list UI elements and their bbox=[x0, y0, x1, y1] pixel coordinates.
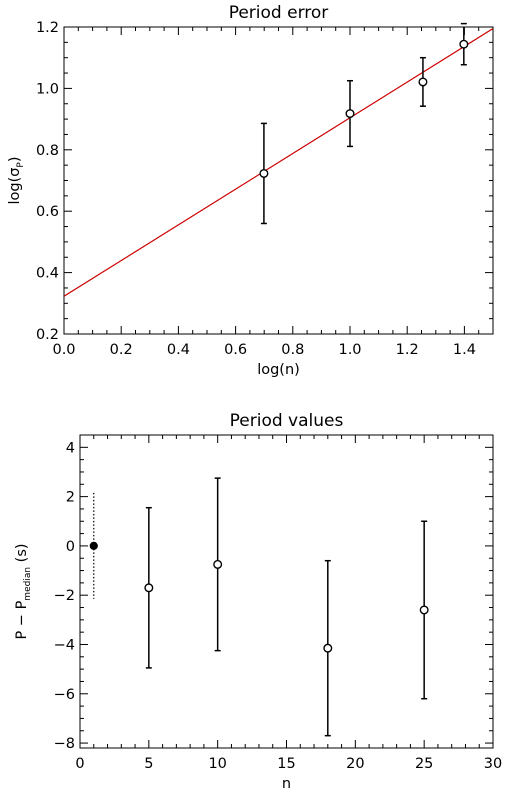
data-point bbox=[418, 77, 428, 87]
x-tick-label: 0 bbox=[75, 756, 84, 772]
y-axis-label: log(σP) bbox=[7, 156, 26, 204]
x-tick-label: 10 bbox=[208, 756, 226, 772]
y-axis-label-main: P − P bbox=[14, 600, 30, 639]
x-tick-label: 0.0 bbox=[52, 342, 75, 358]
chart-title: Period values bbox=[230, 411, 344, 431]
y-tick-label: −6 bbox=[54, 687, 75, 703]
x-tick-label: 1.2 bbox=[396, 342, 419, 358]
x-tick-label: 1.4 bbox=[453, 342, 476, 358]
x-tick-label: 0.4 bbox=[167, 342, 190, 358]
y-axis-label-main: log(σ bbox=[7, 168, 23, 205]
data-point bbox=[323, 643, 333, 653]
data-point bbox=[459, 39, 469, 49]
data-point bbox=[419, 605, 429, 615]
data-point bbox=[259, 168, 269, 178]
x-tick-label: 5 bbox=[144, 756, 153, 772]
y-tick-label: 0.2 bbox=[36, 327, 59, 343]
plot-frame bbox=[79, 434, 494, 749]
y-tick-label: −4 bbox=[54, 637, 75, 653]
x-tick-label: 25 bbox=[415, 756, 433, 772]
chart-title: Period error bbox=[229, 3, 329, 23]
x-tick-label: 20 bbox=[346, 756, 364, 772]
y-axis-label-close: ) bbox=[7, 156, 23, 162]
y-tick-label: 0.4 bbox=[36, 266, 59, 282]
y-tick-label: −2 bbox=[54, 588, 75, 604]
data-point bbox=[345, 109, 355, 119]
y-axis-label: P − Pmedian (s) bbox=[14, 543, 33, 639]
x-axis-label: log(n) bbox=[257, 362, 300, 378]
y-tick-label: 0 bbox=[66, 539, 75, 555]
y-tick-label: 1.0 bbox=[36, 81, 59, 97]
x-tick-label: 0.2 bbox=[110, 342, 133, 358]
y-tick-label: 4 bbox=[66, 440, 75, 456]
y-axis-label-sub: P bbox=[16, 162, 26, 168]
chart-panel-2: Period values 0 5 10 15 20 25 30 −8 −6 −4 −2 0 2 4 n P −… bbox=[14, 411, 502, 792]
plot-frame bbox=[63, 26, 494, 335]
y-axis-label-close: (s) bbox=[14, 543, 30, 566]
data-point bbox=[144, 583, 154, 593]
x-tick-label: 1.0 bbox=[338, 342, 361, 358]
y-tick-label: 0.6 bbox=[36, 204, 59, 220]
x-tick-label: 30 bbox=[484, 756, 502, 772]
data-point bbox=[213, 559, 223, 569]
y-tick-label: 1.2 bbox=[36, 20, 59, 36]
x-axis-label: n bbox=[282, 776, 291, 792]
x-tick-label: 15 bbox=[277, 756, 295, 772]
y-axis-label-sub: median bbox=[23, 567, 33, 601]
y-tick-label: −8 bbox=[54, 736, 75, 752]
y-tick-label: 0.8 bbox=[36, 143, 59, 159]
y-tick-label: 2 bbox=[66, 490, 75, 506]
x-tick-label: 0.8 bbox=[281, 342, 304, 358]
x-tick-label: 0.6 bbox=[224, 342, 247, 358]
fit-line bbox=[64, 28, 493, 297]
data-point bbox=[89, 541, 98, 551]
